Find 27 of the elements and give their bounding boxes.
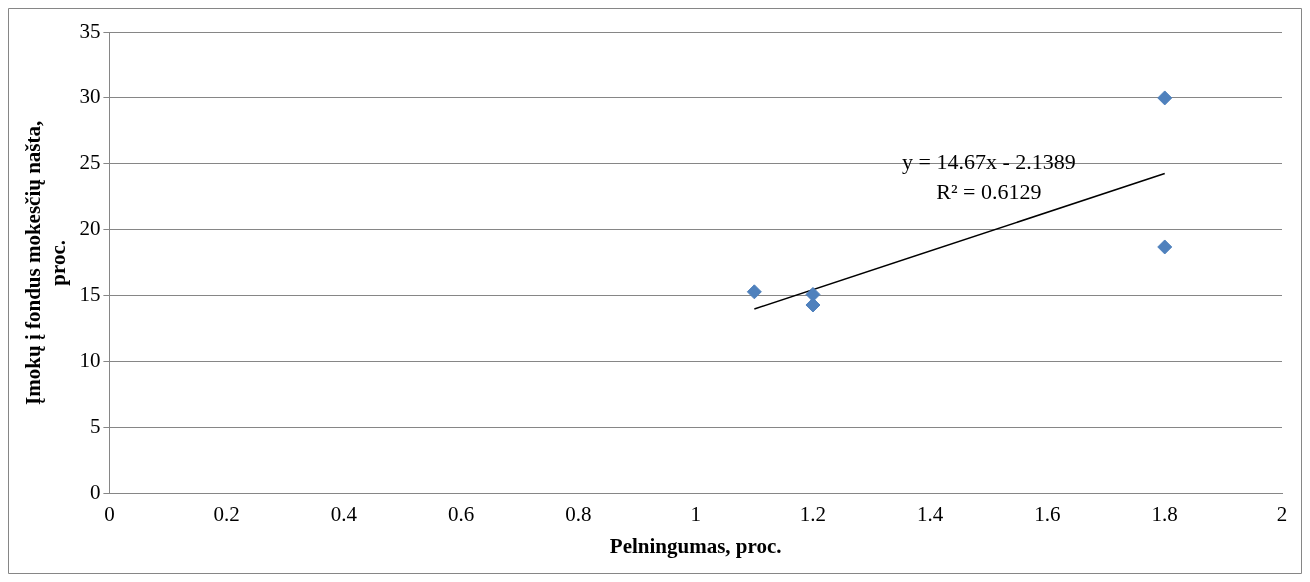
x-tick-label: 1.2 [799,501,827,526]
x-tick-label: 1.6 [1034,501,1061,526]
x-tick-label: 0.4 [330,501,358,526]
point [746,284,762,300]
x-tick-label: 1.4 [917,501,944,526]
y-axis-title: Įmokų į fondus mokesčių našta, proc. [21,120,71,405]
y-tick-label: 30 [79,84,101,109]
annotation: R² = 0.6129 [936,179,1042,205]
point [1157,90,1173,106]
x-tick-label: 0.6 [448,501,475,526]
y-tick-label: 5 [89,414,101,439]
point [1157,239,1173,255]
x-tick-label: 1.8 [1151,501,1178,526]
y-tick-label: 20 [79,216,101,241]
x-tick-label: 2 [1276,501,1288,526]
point [805,297,821,313]
x-axis-title: Pelningumas, proc. [609,533,782,558]
y-tick-label: 15 [79,282,101,307]
x-tick-label: 1 [690,501,701,526]
y-tick-label: 10 [79,348,101,373]
x-tick-label: 0.8 [565,501,592,526]
y-tick-label: 35 [79,18,101,43]
x-tick-label: 0.2 [213,501,240,526]
y-tick-label: 0 [89,480,101,505]
annotation: y = 14.67x - 2.1389 [901,149,1076,175]
y-tick-label: 25 [79,150,101,175]
point [805,286,821,302]
